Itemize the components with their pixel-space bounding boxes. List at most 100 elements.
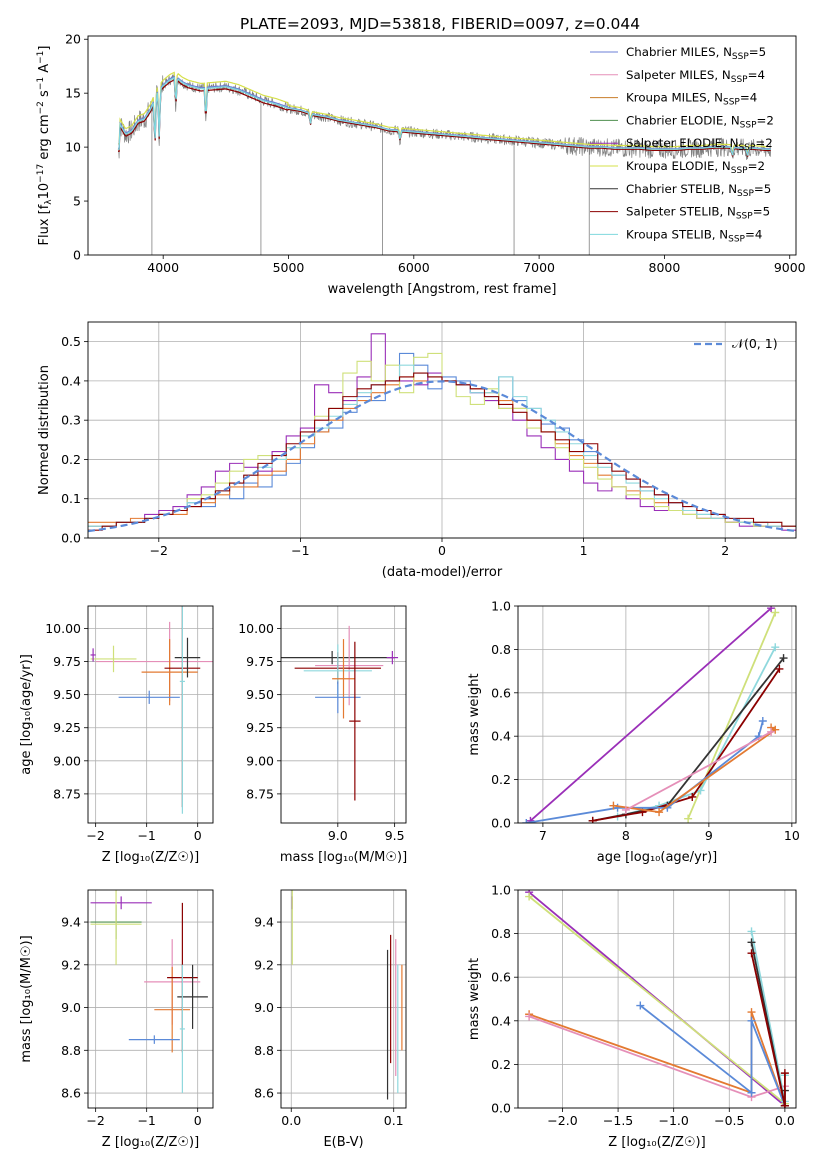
plot-area xyxy=(90,606,213,814)
x-tick-label: −1 xyxy=(137,1113,155,1128)
histogram-series xyxy=(88,372,796,531)
weight-series-marker xyxy=(609,801,618,810)
y-axis-label: Normed distribution xyxy=(37,365,52,495)
y-axis-label-part: −17 xyxy=(36,164,46,183)
x-tick-label: −2.0 xyxy=(547,1113,577,1128)
y-tick-label: 1.0 xyxy=(491,883,511,898)
y-axis-label: mass weight xyxy=(467,673,482,755)
y-tick-label: 15 xyxy=(65,86,81,101)
gaussian-curve xyxy=(88,380,796,533)
error-bar-point xyxy=(90,645,137,673)
weight-series-marker xyxy=(525,892,534,901)
x-axis-label: Z [log₁₀(Z/Z☉)] xyxy=(102,850,199,865)
y-tick-label: 0.2 xyxy=(491,772,511,787)
error-bar-point xyxy=(128,1035,180,1044)
model-spectrum xyxy=(118,71,771,153)
panel-spectrum: 4000 5000 6000 7000 8000 9000 0 5 10 15 20 Chabrier… xyxy=(36,32,806,297)
x-tick-label: 6000 xyxy=(398,260,430,275)
x-tick-label: −1.5 xyxy=(603,1113,633,1128)
weight-series-marker xyxy=(771,608,780,617)
y-tick-label: 8.6 xyxy=(61,1086,81,1101)
y-tick-label: 9.2 xyxy=(61,957,81,972)
x-tick-label: 9.5 xyxy=(385,828,405,843)
y-tick-label: 10.00 xyxy=(238,621,274,636)
x-axis-label: Z [log₁₀(Z/Z☉)] xyxy=(102,1135,199,1150)
x-tick-label: 7 xyxy=(539,828,547,843)
y-tick-label: 9.50 xyxy=(53,687,81,702)
y-tick-label: 9.4 xyxy=(254,915,274,930)
model-spectrum xyxy=(118,76,771,156)
legend-label: 𝒩(0, 1) xyxy=(732,336,778,351)
y-tick-label: 0.1 xyxy=(61,491,81,506)
plot-area xyxy=(281,625,399,801)
x-axis-label: Z [log₁₀(Z/Z☉)] xyxy=(608,1135,705,1150)
y-tick-label: 5 xyxy=(73,194,81,209)
weight-series-marker xyxy=(767,606,776,613)
weight-series-line xyxy=(528,1011,786,1107)
x-axis-label: age [log₁₀(age/yr)] xyxy=(597,850,718,865)
legend-subscript: SSP xyxy=(737,189,754,199)
x-tick-label: 0 xyxy=(438,543,446,558)
weight-series-marker xyxy=(636,1001,645,1010)
y-tick-label: 9.00 xyxy=(53,753,81,768)
legend-label-text: Chabrier ELODIE, N xyxy=(626,113,740,127)
y-tick-label: 8.75 xyxy=(246,786,274,801)
legend-label-text: Salpeter ELODIE, N xyxy=(626,136,738,150)
legend-suffix: =4 xyxy=(745,227,762,241)
y-tick-label: 1.0 xyxy=(491,599,511,614)
legend-label: Chabrier ELODIE, NSSP=2 xyxy=(626,113,774,130)
legend-label-text: Kroupa ELODIE, N xyxy=(626,159,731,173)
weight-series-marker xyxy=(696,786,705,795)
weight-series-marker xyxy=(525,1012,534,1021)
y-axis-label-part: −1 xyxy=(36,51,46,64)
panel-age_vs_Z: −2 −1 0 8.75 9.00 9.25 9.50 9.75 10.00 Z [log₁₀(Z… xyxy=(19,605,214,865)
legend-label: Kroupa ELODIE, NSSP=2 xyxy=(626,159,765,176)
error-bar-point xyxy=(141,639,198,706)
error-bar-point xyxy=(315,681,361,714)
legend-label-text: Salpeter MILES, N xyxy=(626,68,731,82)
axes-frame xyxy=(87,889,214,1109)
error-bar-point xyxy=(179,964,185,1094)
weight-series-marker xyxy=(747,949,756,958)
y-tick-label: 0 xyxy=(73,248,81,263)
x-axis-label: wavelength [Angstrom, rest frame] xyxy=(328,282,557,297)
y-axis-label-part: 10 xyxy=(37,183,52,200)
axes-frame xyxy=(517,605,797,824)
model-spectrum xyxy=(118,78,771,157)
axes-frame xyxy=(280,605,407,824)
x-tick-label: 7000 xyxy=(523,260,555,275)
legend-subscript: SSP xyxy=(740,120,757,130)
legend-label-text: Chabrier STELIB, N xyxy=(626,182,737,196)
x-axis-label: E(B-V) xyxy=(323,1135,363,1150)
panel-mass_vs_EBV: 0.0 0.1 8.6 8.8 9.0 9.2 9.4 E(B-V) xyxy=(254,889,407,1150)
y-tick-label: 9.25 xyxy=(53,720,81,735)
x-tick-label: 0 xyxy=(194,828,202,843)
y-tick-label: 9.0 xyxy=(61,1000,81,1015)
weight-series-marker xyxy=(613,803,622,812)
plot-area xyxy=(525,890,789,1108)
x-tick-label: 5000 xyxy=(273,260,305,275)
weight-series-marker xyxy=(621,805,630,814)
y-axis-label: age [log₁₀(age/yr)] xyxy=(19,654,34,775)
legend-suffix: =5 xyxy=(753,205,770,219)
x-axis-label: (data-model)/error xyxy=(382,565,503,580)
y-axis-label-part: λ xyxy=(44,199,54,205)
x-tick-label: 0.1 xyxy=(384,1113,404,1128)
y-tick-label: 9.75 xyxy=(53,654,81,669)
weight-series-marker xyxy=(588,816,597,823)
y-tick-label: 0.0 xyxy=(491,1101,511,1116)
x-tick-label: 0.0 xyxy=(775,1113,795,1128)
y-tick-label: 8.8 xyxy=(254,1043,274,1058)
x-tick-label: 0.0 xyxy=(281,1113,301,1128)
weight-series-line xyxy=(613,726,778,814)
weight-series-line xyxy=(750,931,786,1102)
y-axis-label: Flux [fλ10−17 erg cm−2 s−1 A−1] xyxy=(36,46,54,246)
y-tick-label: 0.2 xyxy=(61,452,81,467)
weight-series-marker xyxy=(771,725,780,734)
x-tick-label: 9000 xyxy=(774,260,806,275)
weight-series-marker xyxy=(522,819,531,823)
x-tick-label: 4000 xyxy=(147,260,179,275)
x-tick-label: 9.0 xyxy=(328,828,348,843)
y-axis-label-part: −2 xyxy=(36,101,46,114)
